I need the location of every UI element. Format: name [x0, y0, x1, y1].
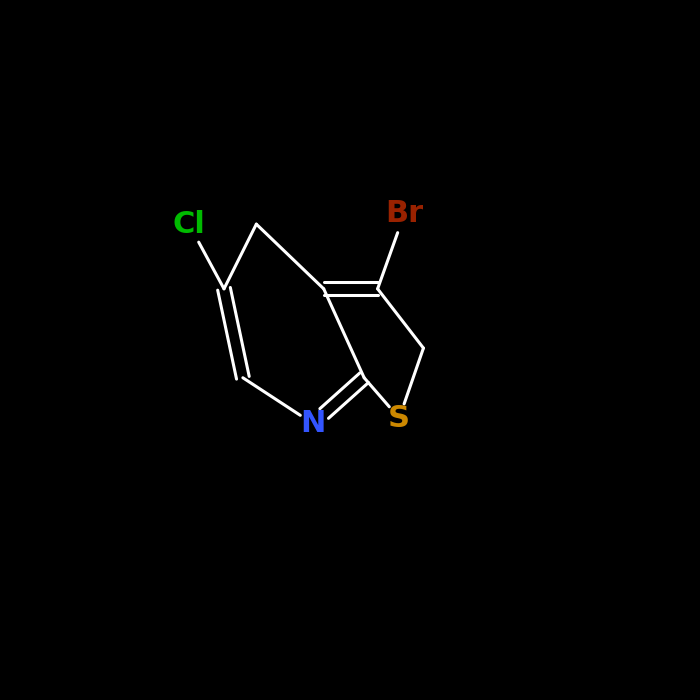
Text: Br: Br	[386, 199, 424, 228]
Text: N: N	[300, 409, 326, 438]
Text: Cl: Cl	[172, 209, 205, 239]
Text: S: S	[389, 404, 410, 433]
